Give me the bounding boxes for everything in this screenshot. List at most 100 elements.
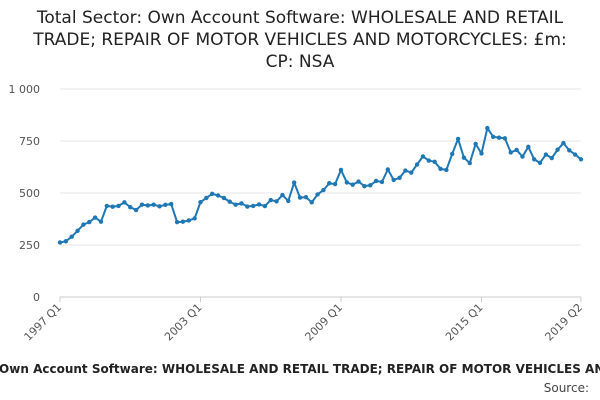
data-point	[198, 199, 203, 205]
data-point	[432, 159, 437, 164]
data-point	[133, 207, 139, 213]
data-point	[157, 204, 162, 209]
data-point	[356, 179, 361, 184]
data-point	[57, 240, 63, 245]
data-point	[116, 203, 121, 209]
data-point	[549, 155, 554, 161]
data-point	[87, 219, 92, 225]
data-point	[151, 202, 156, 207]
data-point	[455, 136, 461, 142]
data-point	[104, 203, 110, 209]
data-point	[81, 222, 86, 227]
data-point	[514, 147, 519, 153]
data-point	[543, 152, 549, 157]
data-point	[122, 200, 127, 205]
source-label: Source:	[543, 381, 589, 395]
chart-title: Total Sector: Own Account Software: WHOL…	[33, 8, 567, 72]
data-point	[567, 148, 572, 153]
data-point	[163, 202, 168, 208]
data-point	[221, 195, 227, 201]
y-tick-label: 1 000	[9, 83, 41, 96]
data-point	[327, 181, 332, 186]
x-tick-label: 2009 Q1	[303, 301, 346, 344]
data-point	[98, 219, 104, 224]
data-point	[210, 191, 215, 197]
data-point	[572, 152, 578, 157]
y-tick-label: 500	[19, 187, 40, 200]
axes: 0 250 500 750 1 000 1997 Q1 2003 Q1 2009 Q1 2015…	[9, 83, 586, 343]
data-point	[110, 204, 115, 209]
data-point	[350, 182, 355, 187]
data-point	[426, 158, 431, 163]
data-point	[526, 144, 531, 150]
data-point	[520, 154, 525, 159]
data-point	[192, 216, 197, 221]
data-point	[215, 193, 221, 198]
data-point	[496, 135, 502, 140]
data-point	[373, 178, 379, 184]
data-point	[227, 199, 232, 204]
data-point	[204, 195, 209, 201]
data-point	[490, 134, 496, 140]
data-point	[391, 177, 396, 183]
x-tick-label: 1997 Q1	[22, 301, 65, 344]
data-point	[537, 160, 543, 166]
data-point	[145, 203, 151, 208]
data-point	[309, 200, 314, 205]
x-tick-label: 2019 Q2	[543, 301, 586, 344]
data-point	[186, 218, 191, 223]
data-point	[438, 166, 443, 172]
data-point	[245, 204, 250, 209]
data-point	[461, 155, 467, 160]
data-point	[368, 183, 373, 188]
data-point	[286, 198, 291, 204]
data-point	[297, 195, 303, 200]
data-point	[250, 203, 256, 209]
data-point	[174, 219, 180, 225]
data-point	[555, 147, 560, 152]
data-point	[256, 202, 262, 207]
data-point	[262, 203, 268, 209]
data-point	[403, 168, 408, 173]
data-point	[485, 125, 490, 131]
data-point	[502, 136, 508, 141]
data-point	[479, 151, 484, 156]
data-point	[128, 204, 133, 210]
data-point	[420, 154, 426, 159]
data-point	[450, 151, 455, 157]
data-point	[444, 167, 449, 173]
series-line	[59, 127, 582, 244]
legend-series-label: Total Sector: Own Account Software: WHOL…	[0, 362, 600, 376]
data-point	[397, 175, 402, 181]
x-tick-label: 2015 Q1	[443, 301, 486, 344]
data-point	[409, 170, 414, 175]
data-point	[385, 167, 391, 172]
data-point	[280, 192, 285, 198]
data-point	[233, 202, 238, 207]
data-point	[268, 197, 273, 203]
data-point	[291, 180, 297, 185]
data-point	[274, 199, 279, 204]
data-point	[379, 179, 385, 185]
y-tick-label: 750	[19, 135, 40, 148]
data-point	[139, 202, 145, 207]
data-point	[561, 140, 566, 146]
data-point	[321, 187, 326, 193]
data-point	[338, 167, 344, 173]
data-point	[69, 234, 74, 239]
x-tick-label: 2003 Q1	[162, 301, 205, 344]
data-point	[169, 201, 174, 207]
legend: Total Sector: Own Account Software: WHOL…	[0, 362, 600, 380]
y-tick-label: 0	[33, 291, 40, 304]
data-point	[239, 201, 244, 206]
data-point	[63, 239, 69, 244]
data-point	[303, 194, 309, 200]
data-point	[344, 180, 350, 185]
data-point	[362, 183, 367, 189]
data-point	[92, 215, 98, 220]
data-point	[531, 157, 537, 162]
data-point	[332, 181, 338, 187]
data-point	[578, 157, 584, 162]
